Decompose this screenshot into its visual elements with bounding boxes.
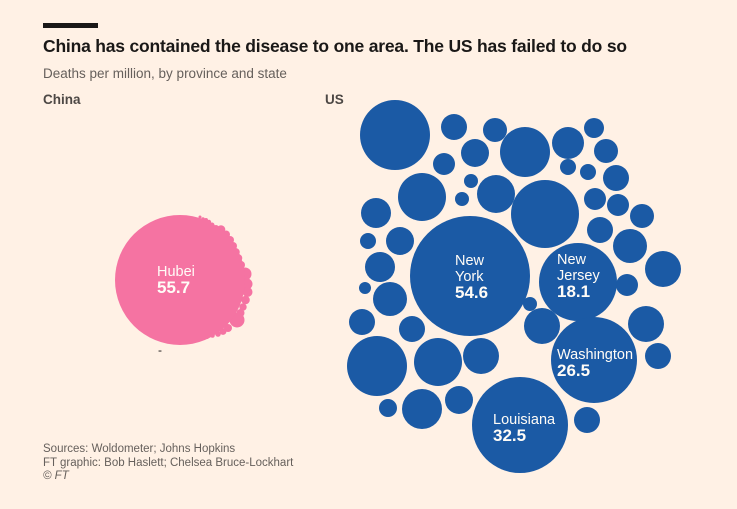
bubble: [349, 309, 375, 335]
bubble: [594, 139, 618, 163]
bubble-new-york: [410, 216, 530, 336]
bubble-label-washington: Washington: [557, 347, 633, 363]
bubble: [645, 251, 681, 287]
bubble: [477, 175, 515, 213]
bubble: [347, 336, 407, 396]
accent-bar: [43, 23, 98, 28]
bubble-label-new-jersey: New: [557, 252, 587, 268]
bubble: [483, 118, 507, 142]
bubble: [523, 297, 537, 311]
bubble-louisiana: [472, 377, 568, 473]
bubble-value-louisiana: 32.5: [493, 426, 526, 445]
dash-mark: -: [158, 343, 162, 357]
bubble: [414, 338, 462, 386]
bubble-label-new-jersey: Jersey: [557, 268, 600, 284]
bubble: [607, 194, 629, 216]
group-label-us: US: [325, 92, 344, 107]
bubble: [461, 139, 489, 167]
bubble: [587, 217, 613, 243]
bubble: [455, 192, 469, 206]
bubble: [500, 127, 550, 177]
bubble: [574, 407, 600, 433]
bubble-value-new-york: 54.6: [455, 283, 488, 302]
bubble-value-washington: 26.5: [557, 361, 590, 380]
bubble: [399, 316, 425, 342]
bubble: [359, 282, 371, 294]
bubble-hubei: [115, 215, 245, 345]
bubble-value-new-jersey: 18.1: [557, 282, 590, 301]
bubble: [386, 227, 414, 255]
bubble: [580, 164, 596, 180]
bubble: [584, 188, 606, 210]
footer-copyright: © FT: [43, 470, 69, 482]
group-label-china: China: [43, 92, 81, 107]
chart-title: China has contained the disease to one a…: [43, 36, 627, 56]
bubble: [630, 204, 654, 228]
bubble: [552, 127, 584, 159]
bubble: [464, 174, 478, 188]
bubble-group-us: NewYork54.6NewJersey18.1Washington26.5Lo…: [347, 100, 681, 473]
bubble: [402, 389, 442, 429]
bubble-value-hubei: 55.7: [157, 278, 190, 297]
bubble: [560, 159, 576, 175]
bubble: [373, 282, 407, 316]
bubble: [360, 100, 430, 170]
bubble: [198, 215, 202, 219]
bubble: [445, 386, 473, 414]
bubble: [239, 303, 247, 311]
bubble: [398, 173, 446, 221]
footer: Sources: Woldometer; Johns Hopkins FT gr…: [43, 443, 293, 484]
bubble: [463, 338, 499, 374]
footer-credit: FT graphic: Bob Haslett; Chelsea Bruce-L…: [43, 456, 294, 469]
footer-sources: Sources: Woldometer; Johns Hopkins: [43, 443, 236, 455]
bubble: [645, 343, 671, 369]
bubble-label-hubei: Hubei: [157, 264, 195, 280]
bubble: [433, 153, 455, 175]
bubble-label-new-york: York: [455, 269, 484, 285]
bubble: [616, 274, 638, 296]
bubble: [603, 165, 629, 191]
bubble: [360, 233, 376, 249]
bubble-label-louisiana: Louisiana: [493, 412, 556, 428]
bubble: [613, 229, 647, 263]
bubble: [379, 399, 397, 417]
bubble: [242, 287, 253, 297]
bubble-washington: [551, 317, 637, 403]
bubble: [584, 118, 604, 138]
bubble: [365, 252, 395, 282]
bubble: [241, 295, 250, 305]
bubble: [511, 180, 579, 248]
chart-subtitle: Deaths per million, by province and stat…: [43, 66, 287, 81]
bubble: [628, 306, 664, 342]
bubble: [524, 308, 560, 344]
bubble-new-jersey: [539, 243, 617, 321]
bubble: [361, 198, 391, 228]
bubble-label-new-york: New: [455, 253, 485, 269]
bubble: [441, 114, 467, 140]
